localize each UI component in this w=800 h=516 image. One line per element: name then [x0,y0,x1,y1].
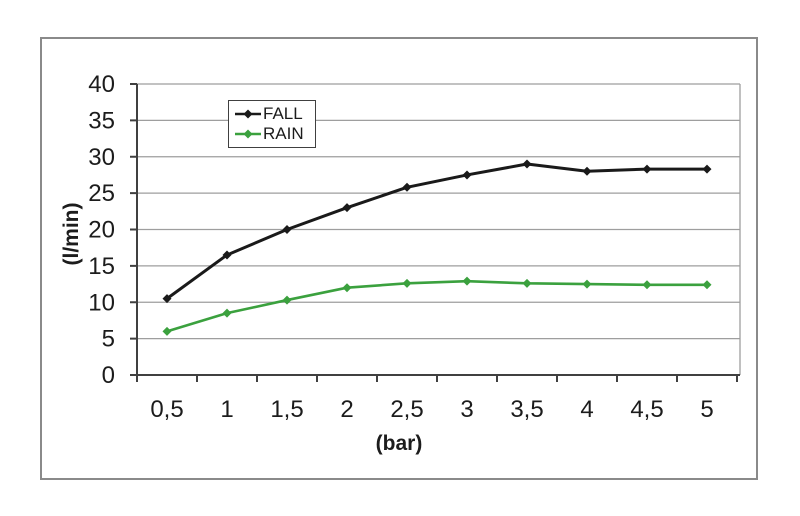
x-tick-label: 1 [220,396,233,423]
rain-marker [162,326,172,336]
y-tick-label: 5 [102,326,115,353]
x-tick-label: 5 [700,396,713,423]
legend-item-fall: FALL [235,104,309,123]
y-tick-label: 15 [88,253,115,280]
rain-marker [642,280,652,290]
x-tick-label: 2,5 [390,396,423,423]
x-tick-label: 4,5 [630,396,663,423]
chart-frame: 0 5 10 15 20 25 30 35 40 0,5 1 1,5 2 2,5 3 3,5 4 4,5 5 (l/… [40,37,758,480]
fall-marker [462,170,472,180]
rain-marker [222,308,232,318]
legend-item-rain: RAIN [235,124,309,143]
rain-marker [462,276,472,286]
fall-series-line [165,162,709,301]
y-tick-label: 20 [88,217,115,244]
fall-marker [582,166,592,176]
x-axis-title: (bar) [375,432,423,455]
legend-label-rain: RAIN [263,124,304,143]
x-tick-label: 3,5 [510,396,543,423]
rain-marker [582,279,592,289]
rain-marker [702,280,712,290]
rain-marker [342,283,352,293]
fall-marker [642,164,652,174]
fall-marker [162,294,172,304]
y-tick-label: 40 [88,71,115,98]
chart-canvas: 0 5 10 15 20 25 30 35 40 0,5 1 1,5 2 2,5 3 3,5 4 4,5 5 [88,71,741,423]
rain-marker [522,278,532,288]
x-tick-label: 2 [340,396,353,423]
fall-marker [402,182,412,192]
y-tick-label: 35 [88,107,115,134]
y-tick-label: 0 [102,362,115,389]
fall-marker [522,159,532,169]
fall-marker [702,164,712,174]
y-axis-title: (l/min) [60,202,83,266]
fall-marker [222,250,232,260]
x-tick-label: 4 [580,396,593,423]
x-tick-label: 3 [460,396,473,423]
x-tick-label: 1,5 [270,396,303,423]
y-tick-label: 30 [88,144,115,171]
fall-marker [342,203,352,213]
legend: FALL RAIN [228,100,316,148]
fall-marker [282,225,292,234]
fall-series-marker-icon [235,109,261,118]
legend-label-fall: FALL [263,104,303,123]
rain-marker [282,295,292,305]
rain-marker [402,278,412,288]
rain-series-line [165,279,709,333]
y-tick-label: 10 [88,289,115,316]
rain-series-marker-icon [235,129,261,138]
y-tick-label: 25 [88,180,115,207]
x-tick-label: 0,5 [150,396,183,423]
